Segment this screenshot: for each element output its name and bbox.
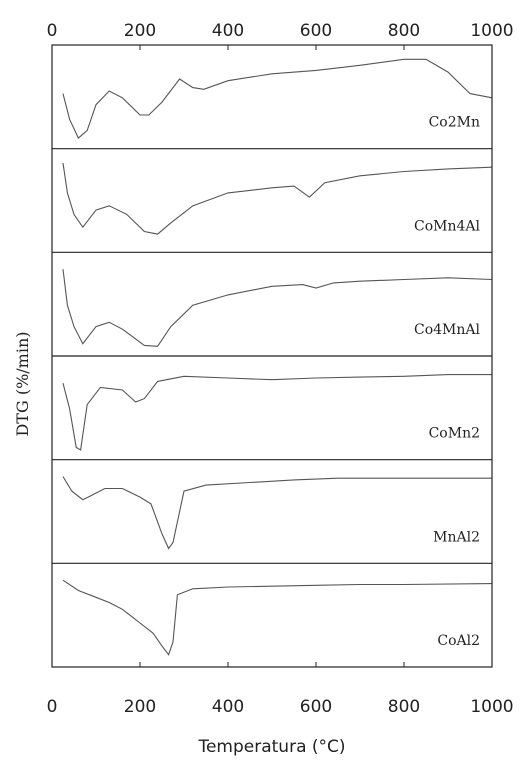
tick-label-bottom-1: 200 [124,697,156,717]
panel-separators [52,148,492,564]
y-axis-title: DTG (%/min) [13,331,32,436]
panels-group: Co2Mn CoMn4Al Co4MnAl CoMn2 MnAl2 CoAl2 [62,58,493,656]
series-label-0: Co2Mn [429,115,480,131]
series-line-1 [62,162,493,235]
axis-ticks [51,45,493,667]
top-tick-labels: 0 200 400 600 800 1000 [47,21,514,41]
series-label-5: CoAl2 [437,633,480,649]
series-line-2 [62,269,493,347]
tick-label-top-5: 1000 [470,21,513,41]
series-line-0 [62,58,493,139]
bottom-tick-labels: 0 200 400 600 800 1000 [47,697,514,717]
tick-label-bottom-2: 400 [212,697,244,717]
tick-label-bottom-4: 800 [388,697,420,717]
series-line-3 [62,374,492,451]
tick-label-top-2: 400 [212,21,244,41]
tick-label-bottom-5: 1000 [470,697,513,717]
tick-label-bottom-0: 0 [47,697,58,717]
series-label-1: CoMn4Al [414,218,481,234]
tick-label-top-3: 600 [300,21,332,41]
tick-label-bottom-3: 600 [300,697,332,717]
tick-label-top-1: 200 [124,21,156,41]
plot-frame [51,44,493,668]
x-axis-title: Temperatura (°C) [197,737,345,757]
series-label-3: CoMn2 [429,426,480,442]
series-line-5 [62,579,493,656]
series-line-4 [62,476,492,550]
tick-label-top-4: 800 [388,21,420,41]
series-label-4: MnAl2 [433,529,480,545]
series-label-2: Co4MnAl [414,322,481,338]
tick-label-top-0: 0 [47,21,58,41]
